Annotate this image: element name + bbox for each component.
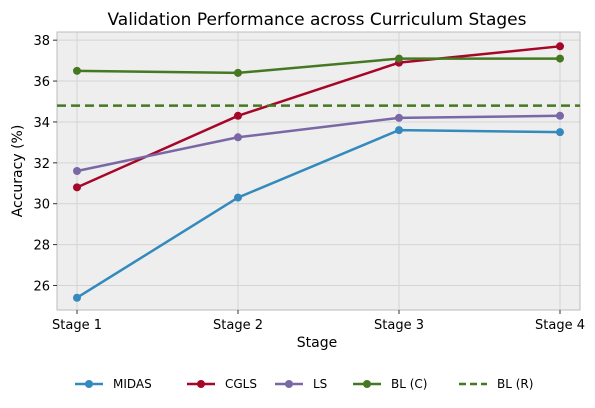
plot-area (57, 32, 580, 310)
legend-marker-ls (285, 380, 293, 388)
y-tick-label: 26 (33, 279, 50, 294)
legend-label-bl-c: BL (C) (391, 377, 427, 391)
series-line-bl-c (76, 57, 560, 75)
x-tick-label: Stage 1 (52, 318, 102, 333)
data-point-bl-c (556, 54, 564, 63)
data-point-midas (234, 193, 242, 202)
legend-marker-midas (85, 380, 93, 388)
chart-title: Validation Performance across Curriculum… (108, 10, 527, 30)
y-axis-label: Accuracy (%) (10, 125, 26, 218)
series-line-cgls (76, 45, 561, 189)
y-tick-label: 30 (33, 198, 50, 213)
legend-item-ls: LS (275, 377, 327, 391)
data-point-bl-c (395, 54, 403, 63)
data-point-midas (556, 128, 564, 137)
legend-item-bl-c: BL (C) (353, 377, 427, 391)
legend-item-cgls: CGLS (187, 377, 257, 391)
legend-label-ls: LS (313, 377, 327, 391)
plot-frame (56, 31, 581, 311)
data-point-cgls (234, 111, 242, 120)
y-tick-label: 34 (33, 116, 50, 131)
y-tick-label: 38 (33, 34, 50, 49)
data-point-midas (395, 126, 403, 135)
data-point-ls (73, 167, 81, 175)
data-point-cgls (73, 183, 81, 192)
legend-marker-cgls (197, 380, 205, 388)
data-point-bl-c (73, 66, 81, 75)
legend: MIDAS CGLS LS BL (C) BL (R) (75, 377, 533, 391)
data-point-cgls (556, 42, 564, 51)
series-line-midas (76, 128, 561, 299)
x-tick-label: Stage 2 (213, 318, 263, 333)
y-tick-label: 28 (33, 239, 50, 254)
legend-marker-bl-c (363, 380, 371, 388)
x-tick-label: Stage 4 (535, 318, 585, 333)
data-point-ls (234, 133, 242, 142)
legend-label-midas: MIDAS (113, 377, 152, 391)
legend-item-bl-r: BL (R) (459, 377, 533, 391)
data-point-ls (556, 111, 564, 120)
series-line-ls (76, 114, 561, 173)
x-axis-label: Stage (297, 335, 337, 351)
y-tick-label: 32 (33, 157, 50, 172)
x-tick-label: Stage 3 (374, 318, 424, 333)
legend-item-midas: MIDAS (75, 377, 152, 391)
data-point-midas (73, 293, 81, 302)
data-point-ls (395, 113, 403, 122)
legend-label-cgls: CGLS (225, 377, 257, 391)
data-point-bl-c (234, 68, 242, 77)
legend-label-bl-r: BL (R) (497, 377, 533, 391)
y-tick-label: 36 (33, 75, 50, 90)
